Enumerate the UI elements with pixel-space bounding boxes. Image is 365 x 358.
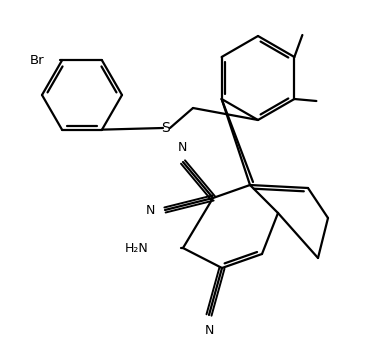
Text: Br: Br [29, 54, 44, 67]
Text: N: N [177, 141, 187, 154]
Text: N: N [204, 324, 214, 337]
Text: H₂N: H₂N [124, 242, 148, 255]
Text: N: N [146, 203, 155, 217]
Text: S: S [161, 121, 169, 135]
